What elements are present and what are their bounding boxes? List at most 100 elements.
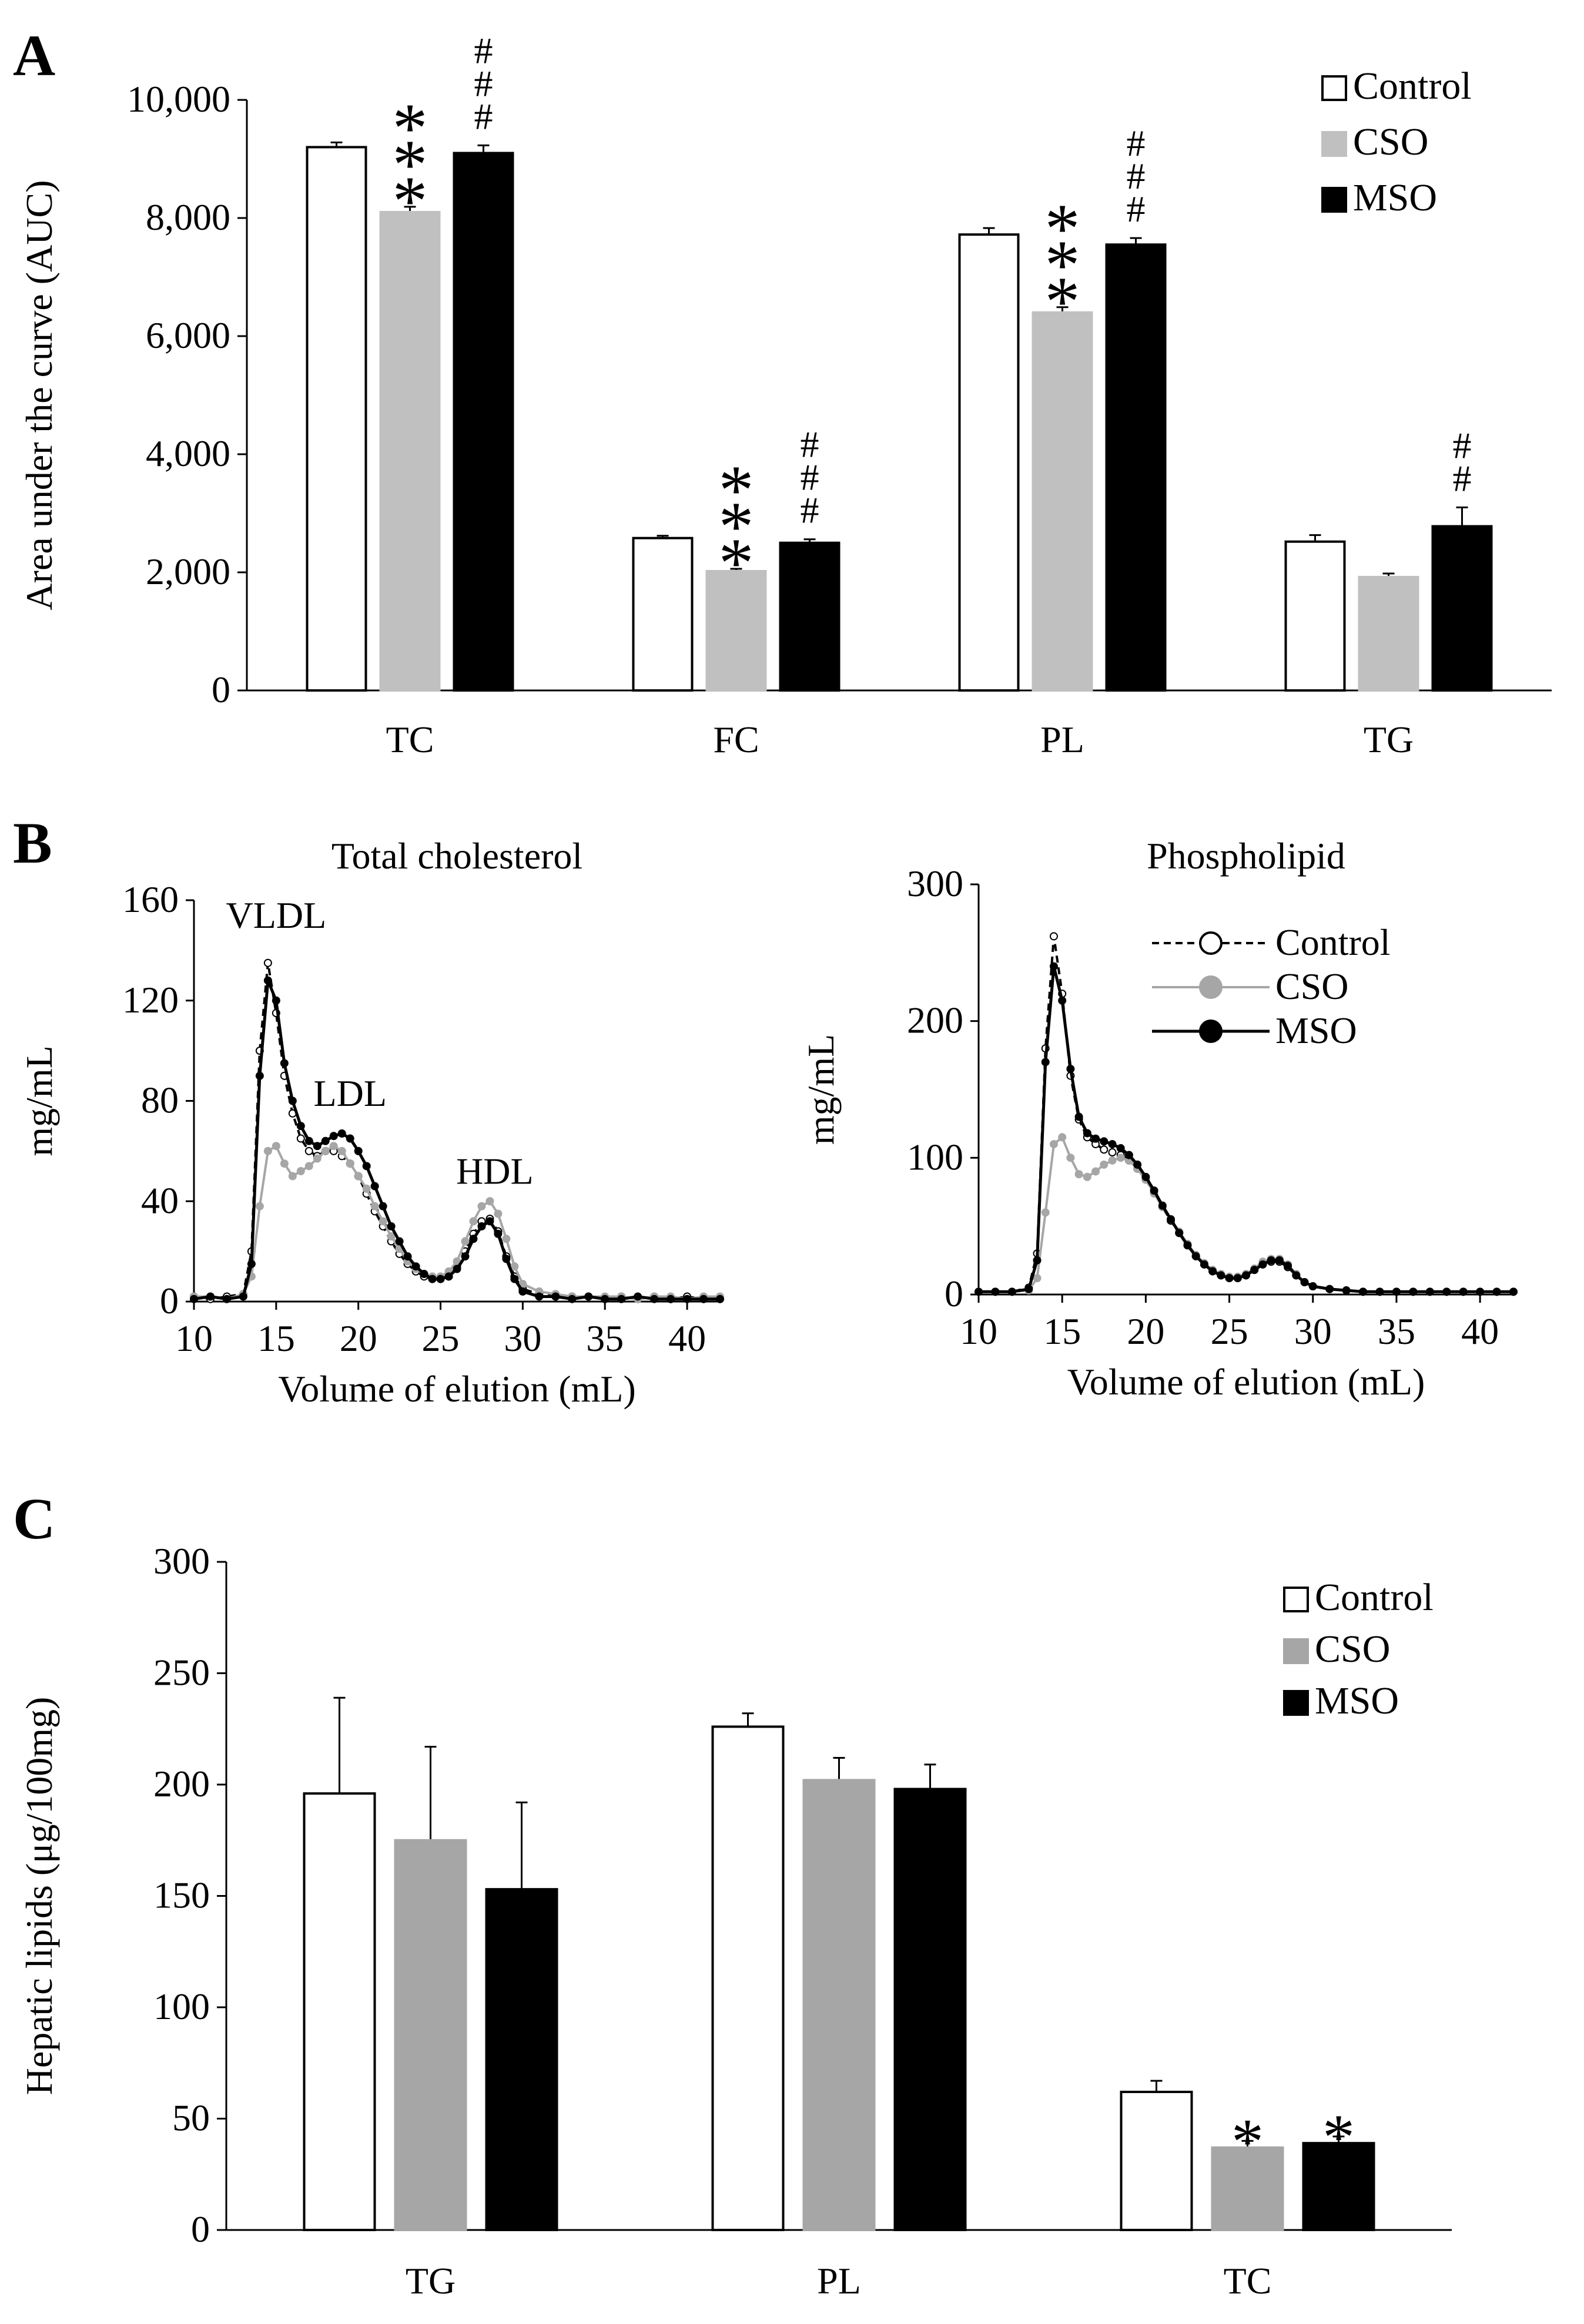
point-cso bbox=[1058, 1133, 1067, 1142]
point-mso bbox=[601, 1295, 610, 1303]
bar-cso-tg bbox=[1358, 576, 1419, 692]
point-mso bbox=[329, 1132, 338, 1141]
point-mso bbox=[296, 1122, 305, 1131]
point-mso bbox=[1476, 1287, 1485, 1296]
point-mso bbox=[1325, 1285, 1334, 1293]
point-mso bbox=[461, 1252, 470, 1261]
point-mso bbox=[272, 996, 280, 1005]
point-mso bbox=[313, 1142, 322, 1151]
point-mso bbox=[280, 1059, 289, 1068]
point-mso bbox=[444, 1272, 453, 1281]
x-tick-label-tg: TG bbox=[1364, 719, 1414, 760]
point-mso bbox=[1292, 1271, 1301, 1280]
point-cso bbox=[255, 1202, 264, 1210]
point-cso bbox=[272, 1142, 280, 1151]
point-cso bbox=[337, 1146, 346, 1155]
bar-control-pl bbox=[711, 1725, 785, 2231]
point-mso bbox=[1091, 1134, 1100, 1143]
significance-asterisks: * bbox=[1322, 2101, 1355, 2173]
point-cso bbox=[362, 1184, 371, 1193]
point-mso bbox=[1208, 1267, 1217, 1276]
panel-letter-b: B bbox=[13, 810, 52, 876]
legend-marker-cso bbox=[1199, 975, 1223, 999]
point-cso bbox=[1083, 1172, 1091, 1181]
point-control bbox=[1049, 932, 1058, 941]
panel-b-total-cholesterol-line-chart: Total cholesterol 0 40 80 120 160 10 15 20 25 30 35… bbox=[18, 835, 724, 1410]
point-cso bbox=[304, 1162, 313, 1171]
x-axis-title: Volume of elution (mL) bbox=[278, 1368, 636, 1410]
significance-asterisks: *** bbox=[719, 451, 754, 602]
y-tick-label: 4,000 bbox=[146, 432, 230, 474]
point-cso bbox=[321, 1146, 330, 1155]
y-tick-label: 200 bbox=[153, 1763, 210, 1805]
chart-title: Total cholesterol bbox=[331, 835, 582, 877]
y-tick-label: 6,000 bbox=[146, 314, 230, 356]
bar-mso-fc bbox=[779, 541, 840, 692]
panel-letter-c: C bbox=[13, 1486, 55, 1551]
legend-swatch-mso bbox=[1321, 187, 1347, 213]
point-mso bbox=[1141, 1172, 1150, 1181]
point-mso bbox=[1158, 1201, 1167, 1210]
point-mso bbox=[1100, 1137, 1109, 1146]
legend-label-mso: MSO bbox=[1353, 176, 1437, 219]
point-mso bbox=[239, 1292, 247, 1301]
point-mso bbox=[206, 1292, 215, 1301]
peak-label-ldl: LDL bbox=[314, 1072, 387, 1114]
x-tick-label-tc: TC bbox=[1224, 2260, 1272, 2302]
legend-label-mso: MSO bbox=[1275, 1010, 1357, 1051]
legend-swatch-control bbox=[1283, 1587, 1309, 1612]
point-cso bbox=[502, 1235, 511, 1243]
significance-hashes: # # # bbox=[801, 424, 819, 531]
point-mso bbox=[1066, 1065, 1075, 1074]
legend-marker-control bbox=[1199, 931, 1223, 955]
x-axis-title: Volume of elution (mL) bbox=[1067, 1361, 1425, 1403]
point-mso bbox=[1007, 1287, 1016, 1296]
point-mso bbox=[411, 1262, 420, 1271]
point-cso bbox=[379, 1217, 387, 1226]
point-mso bbox=[1250, 1266, 1259, 1275]
point-mso bbox=[1200, 1260, 1208, 1269]
point-mso bbox=[1442, 1287, 1451, 1296]
point-cso bbox=[387, 1232, 396, 1241]
point-mso bbox=[469, 1235, 478, 1243]
point-mso bbox=[1074, 1112, 1083, 1121]
legend-label-control: Control bbox=[1275, 921, 1391, 963]
bar-control-pl bbox=[958, 233, 1020, 692]
bar-control-tg bbox=[303, 1792, 376, 2231]
point-cso bbox=[1100, 1160, 1109, 1169]
legend-label-control: Control bbox=[1315, 1576, 1434, 1619]
x-tick-label: 25 bbox=[1211, 1310, 1248, 1352]
point-mso bbox=[1033, 1256, 1042, 1265]
point-mso bbox=[1133, 1160, 1142, 1169]
point-mso bbox=[494, 1229, 503, 1238]
x-tick-label: 10 bbox=[175, 1317, 213, 1359]
point-mso bbox=[403, 1252, 412, 1261]
y-tick-label: 300 bbox=[907, 863, 963, 904]
x-tick-label: 35 bbox=[586, 1317, 624, 1359]
y-tick-label: 50 bbox=[172, 2097, 210, 2139]
x-tick-label-tg: TG bbox=[406, 2260, 456, 2302]
point-mso bbox=[1233, 1274, 1242, 1283]
point-mso bbox=[304, 1136, 313, 1145]
point-cso bbox=[461, 1237, 470, 1246]
significance-asterisks: *** bbox=[1045, 189, 1080, 340]
point-cso bbox=[263, 1146, 272, 1155]
legend-label-cso: CSO bbox=[1353, 120, 1428, 163]
point-cso bbox=[313, 1154, 322, 1163]
x-tick-label: 10 bbox=[960, 1310, 997, 1352]
x-tick-label-fc: FC bbox=[713, 719, 759, 760]
point-mso bbox=[683, 1295, 692, 1303]
point-cso bbox=[1049, 1140, 1058, 1149]
bar-cso-tc bbox=[1211, 2146, 1284, 2232]
y-tick-label: 0 bbox=[212, 669, 230, 710]
point-mso bbox=[1124, 1151, 1133, 1159]
point-mso bbox=[354, 1146, 363, 1155]
point-mso bbox=[1150, 1186, 1158, 1195]
point-mso bbox=[716, 1295, 724, 1303]
x-tick-label: 15 bbox=[257, 1317, 295, 1359]
peak-label-vldl: VLDL bbox=[226, 894, 327, 936]
bar-control-tc bbox=[1120, 2091, 1193, 2232]
point-mso bbox=[617, 1295, 626, 1303]
legend-swatch-cso bbox=[1283, 1638, 1309, 1664]
